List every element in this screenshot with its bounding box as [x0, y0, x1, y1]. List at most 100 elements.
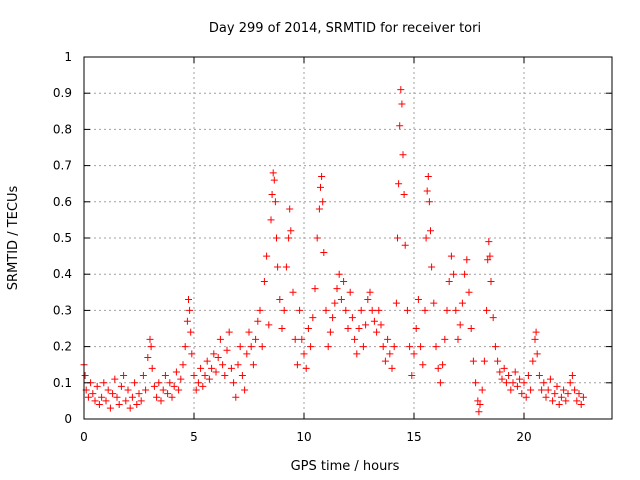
data-point [175, 386, 183, 394]
data-point [159, 386, 167, 394]
y-tick-label: 1 [64, 50, 72, 64]
data-point [414, 296, 422, 304]
data-point [223, 346, 231, 354]
data-point [331, 299, 339, 307]
data-point [95, 401, 103, 409]
y-tick-label: 0.2 [53, 340, 72, 354]
y-tick-labels: 0 0.1 0.2 0.3 0.4 0.5 0.6 0.7 0.8 0.9 1 [53, 50, 72, 426]
data-point [458, 299, 466, 307]
y-tick-label: 0.5 [53, 231, 72, 245]
data-point [319, 198, 327, 206]
data-point [505, 372, 513, 380]
data-point [172, 368, 180, 376]
data-point [527, 386, 535, 394]
data-point [377, 321, 385, 329]
data-point [324, 343, 332, 351]
data-point [340, 277, 348, 285]
data-point [475, 408, 483, 416]
data-point [326, 328, 334, 336]
data-point [286, 205, 294, 213]
data-point [478, 386, 486, 394]
data-point [518, 390, 526, 398]
data-point [120, 372, 128, 380]
x-axis-label: GPS time / hours [291, 459, 400, 474]
data-point [406, 343, 414, 351]
data-point [445, 277, 453, 285]
data-point [337, 296, 345, 304]
data-point [450, 270, 458, 278]
data-point [245, 328, 253, 336]
data-point [256, 306, 264, 314]
data-point [147, 343, 155, 351]
data-point [474, 397, 482, 405]
data-point [443, 306, 451, 314]
data-point [208, 364, 216, 372]
data-point [542, 393, 550, 401]
data-point [368, 306, 376, 314]
data-point [135, 390, 143, 398]
data-point [491, 343, 499, 351]
chart-title: Day 299 of 2014, SRMTID for receiver tor… [209, 21, 481, 36]
data-point [533, 350, 541, 358]
data-point [419, 361, 427, 369]
data-point [318, 172, 326, 180]
data-point [197, 364, 205, 372]
data-point [144, 353, 152, 361]
x-tick-label: 15 [406, 430, 421, 444]
data-point [423, 187, 431, 195]
data-point [221, 372, 229, 380]
data-point [540, 379, 548, 387]
data-point [400, 191, 408, 199]
data-point [258, 343, 266, 351]
data-point [300, 350, 308, 358]
y-tick-label: 0.9 [53, 86, 72, 100]
data-point [465, 288, 473, 296]
data-point [214, 353, 222, 361]
data-point [566, 379, 574, 387]
data-point [489, 314, 497, 322]
data-point [502, 379, 510, 387]
data-point [564, 390, 572, 398]
data-point [500, 364, 508, 372]
data-point [375, 306, 383, 314]
data-point [117, 382, 125, 390]
data-point [469, 357, 477, 365]
data-point [428, 263, 436, 271]
data-point [102, 397, 110, 405]
data-point [187, 328, 195, 336]
data-point [234, 361, 242, 369]
data-point [412, 325, 420, 332]
data-point [546, 375, 554, 383]
data-point [133, 401, 141, 409]
data-point [181, 343, 189, 351]
data-point [205, 375, 213, 383]
data-point [304, 325, 312, 332]
data-point [454, 335, 462, 343]
y-tick-label: 0.8 [53, 122, 72, 136]
x-tick-label: 5 [190, 430, 198, 444]
data-point [551, 390, 559, 398]
data-point [386, 350, 394, 358]
y-tick-label: 0.1 [53, 376, 72, 390]
data-point [507, 386, 515, 394]
data-point [98, 393, 106, 401]
data-point [274, 263, 282, 271]
data-point [397, 86, 405, 94]
data-point [280, 306, 288, 314]
data-point [111, 375, 119, 383]
data-point [417, 343, 425, 351]
data-point [320, 248, 328, 256]
data-point [309, 314, 317, 322]
data-point [422, 234, 430, 242]
x-tick-label: 10 [296, 430, 311, 444]
data-point [322, 306, 330, 314]
data-point [201, 372, 209, 380]
data-point [484, 256, 492, 264]
data-point [520, 379, 528, 387]
data-point [364, 296, 372, 304]
data-point [351, 335, 359, 343]
data-point [562, 397, 570, 405]
data-point [427, 227, 434, 235]
data-point [317, 183, 324, 191]
data-point [139, 372, 147, 380]
